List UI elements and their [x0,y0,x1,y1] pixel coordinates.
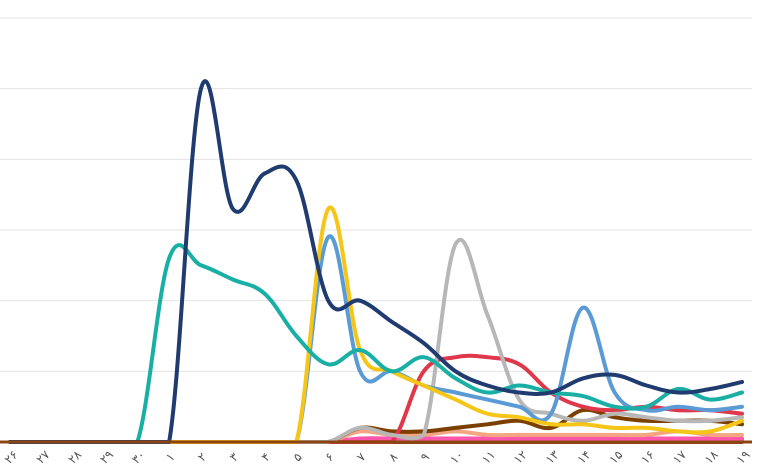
x-tick-label: ۷ [354,450,369,465]
x-tick-label: ۴ [259,450,273,464]
x-tick-label: ۱۷ [670,447,689,466]
series-line-4 [8,238,744,444]
x-tick-label: ۹ [418,450,432,464]
x-tick-labels: ۲۶ ۲۷ ۲۸ ۲۹ ۳۰ ۱ ۲ ۳ ۴ ۵ ۶ ۷ ۸ ۹ ۱۰ ۱۱ ۱۲ ۱۳ ۱۴ ۱۵ ۱۶ ۱۷ ۱۸ ۱۹ [2,447,753,466]
series-line-3 [8,234,744,444]
x-tick-label: ۵ [290,450,304,464]
x-tick-label: ۱۹ [734,448,753,467]
x-tick-label: ۱۴ [575,448,594,467]
series-line-1 [8,243,744,444]
series-lines [8,79,744,444]
x-tick-label: ۳۰ [129,448,148,467]
gridlines [0,17,752,372]
series-line-0 [8,79,744,444]
x-tick-label: ۶ [322,450,336,464]
x-tick-label: ۲۹ [97,448,116,467]
x-tick-label: ۲ [195,450,209,464]
x-tick-label: ۲۶ [2,448,21,467]
x-tick-label: ۲۸ [65,447,84,466]
x-tick-label: ۱۲ [511,448,530,467]
x-tick-label: ۸ [386,450,401,465]
x-tick-label: ۱۰ [447,448,466,467]
x-tick-label: ۱۳ [543,447,562,466]
x-tick-label: ۲۷ [33,447,52,466]
x-tick-label: ۱۶ [638,448,657,467]
x-tick-label: ۱۱ [479,448,498,467]
x-tick-label: ۱ [163,450,177,464]
x-tick-label: ۳ [227,450,242,465]
x-tick-label: ۱۸ [702,447,721,466]
x-tick-label: ۱۵ [606,448,625,467]
